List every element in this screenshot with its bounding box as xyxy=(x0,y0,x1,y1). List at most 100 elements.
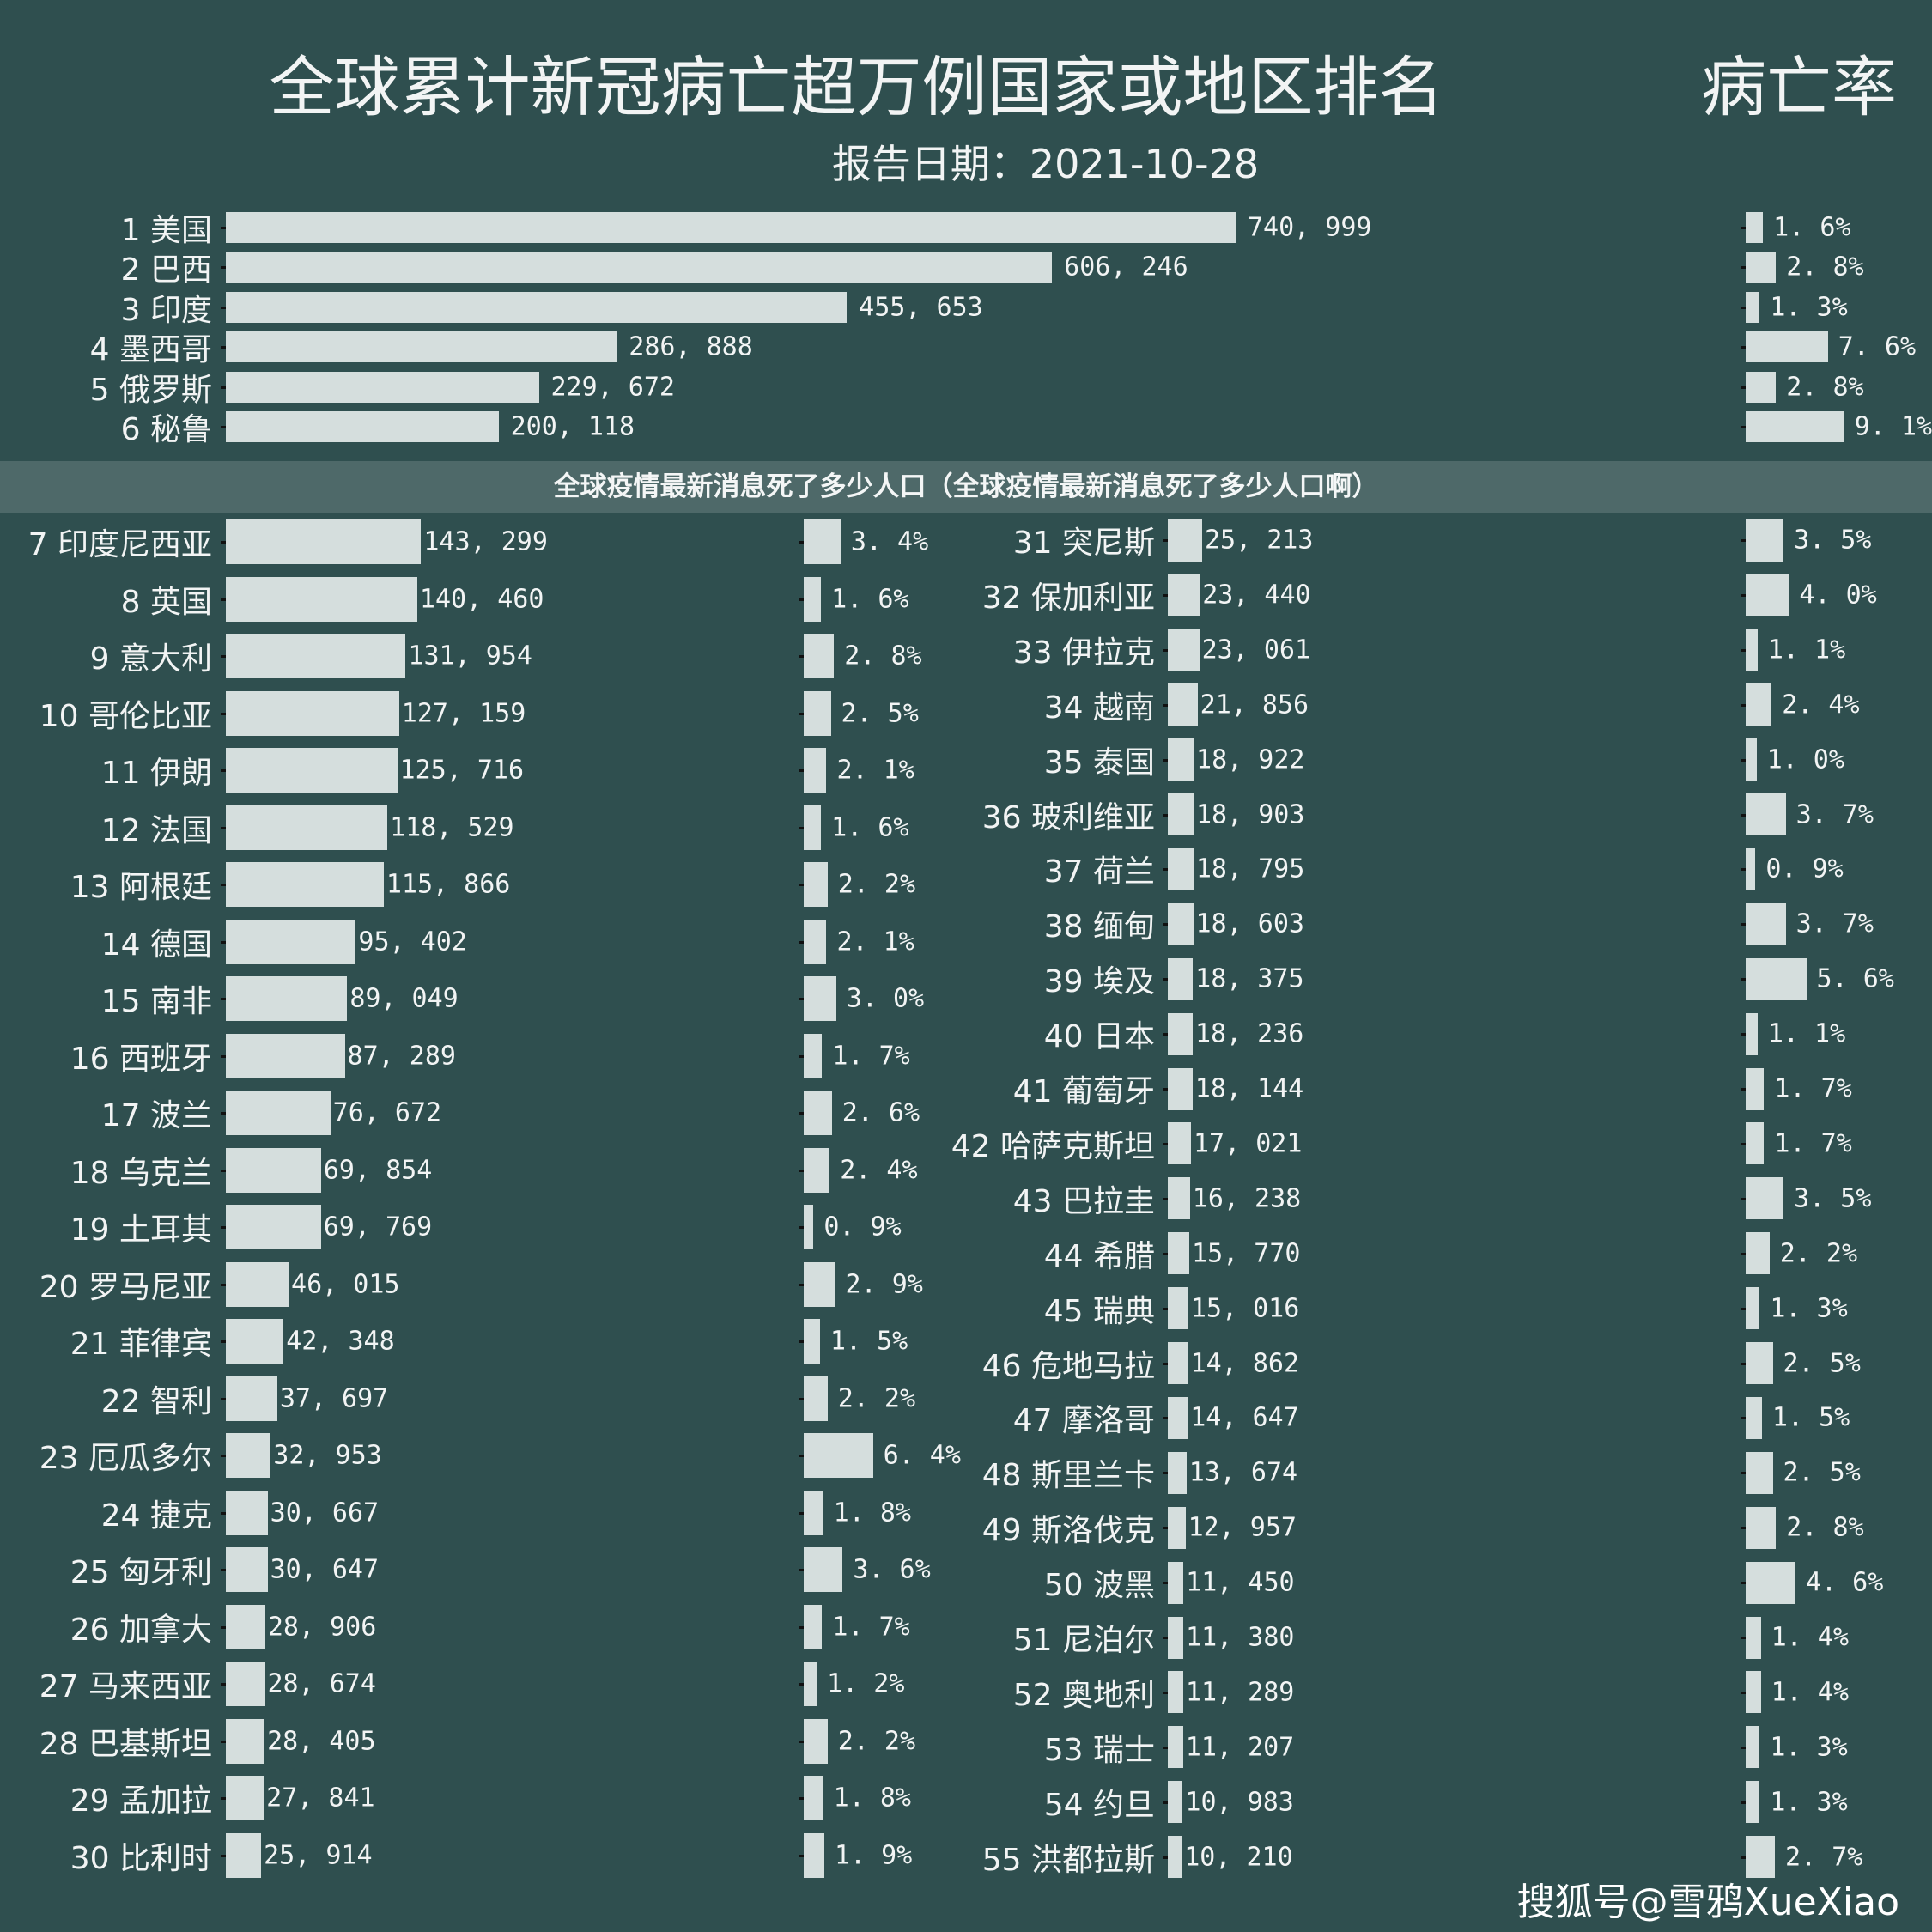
axis-tick xyxy=(1741,1527,1746,1530)
axis-tick xyxy=(221,712,226,715)
axis-tick xyxy=(1741,1362,1746,1365)
rate-bar xyxy=(804,1033,823,1078)
axis-tick xyxy=(799,1854,804,1857)
axis-tick xyxy=(1741,1582,1746,1585)
axis-tick xyxy=(799,769,804,772)
axis-tick xyxy=(221,1054,226,1058)
deaths-value-label: 28, 674 xyxy=(267,1668,376,1699)
deaths-bar xyxy=(1168,1616,1184,1659)
rate-bar xyxy=(1746,1067,1765,1110)
country-label: 42 哈萨克斯坦 xyxy=(951,1128,1155,1164)
country-label: 10 哥伦比亚 xyxy=(39,698,212,734)
rate-value-label: 7. 6% xyxy=(1838,331,1917,362)
rate-value-label: 2. 7% xyxy=(1785,1842,1863,1873)
rate-bar xyxy=(1746,212,1764,243)
deaths-value-label: 12, 957 xyxy=(1188,1512,1297,1543)
axis-tick xyxy=(221,1283,226,1286)
rate-value-label: 2. 1% xyxy=(836,755,914,786)
country-label: 25 匈牙利 xyxy=(70,1555,212,1590)
country-label: 5 俄罗斯 xyxy=(89,372,212,408)
rate-bar xyxy=(1746,957,1807,1000)
axis-tick xyxy=(1741,1637,1746,1639)
rate-bar xyxy=(1746,683,1772,726)
axis-tick xyxy=(221,998,226,1000)
country-label: 20 罗马尼亚 xyxy=(39,1269,212,1305)
rate-bar xyxy=(1746,371,1777,403)
rate-value-label: 0. 9% xyxy=(823,1212,902,1242)
axis-tick xyxy=(1741,1801,1746,1804)
country-label: 21 菲律宾 xyxy=(70,1327,212,1362)
deaths-bar xyxy=(226,1319,284,1364)
axis-tick xyxy=(799,940,804,944)
rate-value-label: 2. 5% xyxy=(1783,1457,1861,1488)
country-label: 26 加拿大 xyxy=(70,1612,212,1648)
deaths-value-label: 30, 667 xyxy=(270,1498,380,1528)
country-label: 24 捷克 xyxy=(100,1498,212,1534)
axis-tick xyxy=(1741,1472,1746,1475)
deaths-bar xyxy=(226,252,1053,283)
deaths-bar xyxy=(1168,957,1194,1000)
deaths-value-label: 25, 914 xyxy=(264,1840,373,1870)
rate-value-label: 1. 6% xyxy=(1773,212,1851,243)
deaths-value-label: 11, 380 xyxy=(1186,1622,1295,1653)
rate-value-label: 1. 1% xyxy=(1767,1018,1846,1049)
deaths-value-label: 286, 888 xyxy=(629,331,753,362)
deaths-value-label: 127, 159 xyxy=(401,698,526,728)
rate-bar xyxy=(804,519,841,564)
rate-value-label: 1. 8% xyxy=(833,1783,911,1814)
axis-tick xyxy=(1163,1142,1168,1145)
rate-bar xyxy=(804,1147,830,1193)
rate-value-label: 1. 3% xyxy=(1770,1732,1848,1763)
rate-value-label: 2. 8% xyxy=(1786,1512,1864,1543)
axis-tick xyxy=(1163,1582,1168,1585)
rate-bar xyxy=(804,1776,823,1820)
deaths-bar xyxy=(226,1832,262,1878)
axis-tick xyxy=(1741,648,1746,652)
deaths-value-label: 69, 854 xyxy=(323,1155,433,1185)
deaths-value-label: 455, 653 xyxy=(859,292,983,323)
deaths-value-label: 14, 647 xyxy=(1190,1402,1299,1433)
axis-tick xyxy=(1741,539,1746,542)
axis-tick xyxy=(1163,1691,1168,1694)
rate-bar xyxy=(1746,738,1757,781)
deaths-value-label: 23, 061 xyxy=(1201,635,1311,665)
country-label: 9 意大利 xyxy=(89,641,212,677)
country-label: 53 瑞士 xyxy=(1043,1732,1155,1768)
deaths-value-label: 76, 672 xyxy=(332,1097,442,1128)
deaths-value-label: 18, 375 xyxy=(1195,963,1304,994)
rate-value-label: 3. 6% xyxy=(853,1554,931,1585)
rate-value-label: 1. 3% xyxy=(1770,292,1848,323)
rate-value-label: 1. 7% xyxy=(832,1041,910,1071)
country-label: 48 斯里兰卡 xyxy=(981,1458,1155,1494)
deaths-value-label: 606, 246 xyxy=(1064,252,1188,283)
axis-tick xyxy=(221,1740,226,1743)
rate-bar xyxy=(804,1091,832,1135)
deaths-value-label: 28, 906 xyxy=(267,1612,377,1642)
rate-bar xyxy=(1746,1012,1758,1055)
axis-tick xyxy=(799,1625,804,1629)
rate-bar xyxy=(804,976,836,1021)
country-label: 27 马来西亚 xyxy=(39,1669,212,1704)
deaths-value-label: 89, 049 xyxy=(349,983,459,1014)
axis-tick xyxy=(221,655,226,658)
axis-tick xyxy=(799,1740,804,1743)
axis-tick xyxy=(1741,306,1746,309)
axis-tick xyxy=(221,940,226,944)
rate-value-label: 1. 4% xyxy=(1771,1677,1849,1708)
deaths-bar xyxy=(226,862,384,907)
deaths-bar xyxy=(1168,848,1194,890)
axis-tick xyxy=(799,1397,804,1400)
country-label: 41 葡萄牙 xyxy=(1012,1074,1155,1109)
axis-tick xyxy=(1163,923,1168,927)
axis-tick xyxy=(221,541,226,544)
axis-tick xyxy=(799,998,804,1000)
rate-bar xyxy=(1746,1836,1776,1879)
axis-tick xyxy=(799,541,804,544)
rate-bar xyxy=(1746,1506,1777,1549)
deaths-bar xyxy=(226,576,417,622)
deaths-bar xyxy=(1168,1561,1184,1604)
deaths-bar xyxy=(1168,1781,1183,1824)
deaths-bar xyxy=(226,1205,321,1249)
axis-tick xyxy=(221,346,226,349)
country-label: 34 越南 xyxy=(1043,690,1155,726)
